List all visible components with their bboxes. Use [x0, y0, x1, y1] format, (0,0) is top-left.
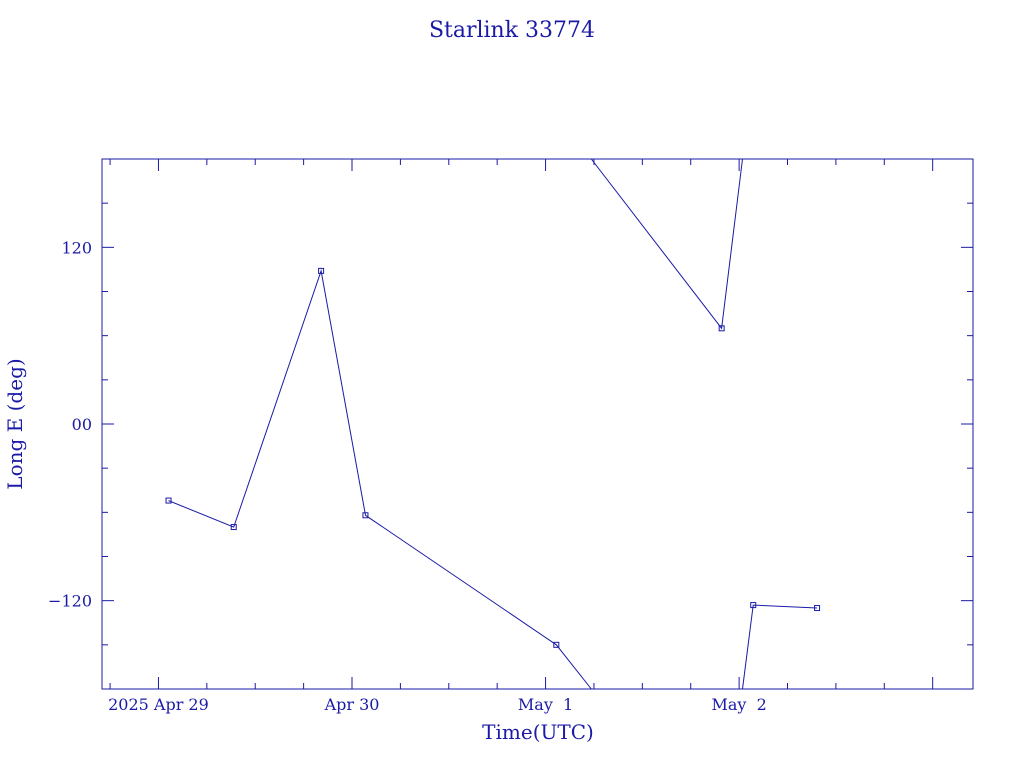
y-tick-label: 00 — [72, 415, 92, 434]
x-tick-label: Apr 30 — [324, 695, 380, 714]
axis-tick-labels: 2025 Apr 29 Apr 30 May 1 May 2 120 00 −120 — [48, 238, 767, 714]
data-point — [362, 512, 369, 519]
y-tick-label: −120 — [48, 592, 92, 611]
x-tick-label: May 2 — [711, 695, 766, 714]
series-group — [165, 158, 821, 690]
chart-title: Starlink 33774 — [429, 18, 595, 43]
data-point — [230, 524, 237, 531]
x-tick-label: May 1 — [518, 695, 573, 714]
data-point — [553, 641, 560, 648]
data-point — [318, 267, 325, 274]
plot-frame — [101, 158, 974, 690]
y-axis-label: Long E (deg) — [3, 358, 27, 489]
data-point — [718, 325, 725, 332]
data-point — [814, 605, 821, 612]
data-point — [750, 602, 757, 609]
series-line — [742, 604, 818, 690]
series-line — [590, 158, 743, 330]
data-point — [165, 497, 172, 504]
series-line — [168, 268, 592, 690]
x-axis-label: Time(UTC) — [482, 720, 594, 744]
y-tick-label: 120 — [61, 238, 92, 257]
x-tick-label: 2025 Apr 29 — [108, 695, 209, 714]
axis-ticks — [102, 159, 973, 689]
